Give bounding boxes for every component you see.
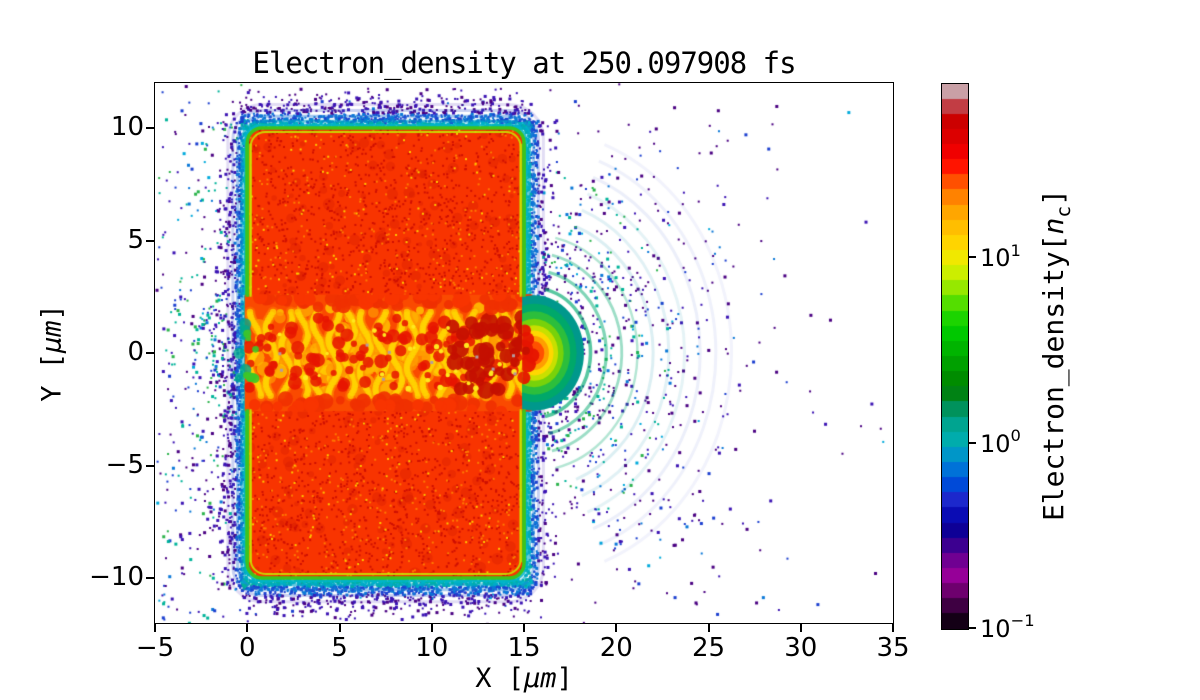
y-tick-mark <box>146 352 154 354</box>
x-tick-label: −5 <box>135 633 175 663</box>
y-tick-mark <box>146 577 154 579</box>
x-tick-mark <box>430 624 433 632</box>
x-tick-mark <box>615 624 618 632</box>
colorbar-tick-label: 101 <box>980 240 1021 273</box>
y-tick-label: −5 <box>105 449 144 480</box>
x-tick-label: 35 <box>876 633 910 663</box>
colorbar-canvas <box>942 84 968 629</box>
x-tick-label: 30 <box>784 633 818 663</box>
colorbar-tick-mark <box>969 256 976 259</box>
x-tick-mark <box>246 624 249 632</box>
x-tick-mark <box>892 624 894 632</box>
plot-area <box>154 82 894 624</box>
x-tick-label: 20 <box>599 633 633 663</box>
x-tick-mark <box>707 624 710 632</box>
x-tick-mark <box>338 624 341 632</box>
x-tick-label: 10 <box>415 633 449 663</box>
x-tick-label: 15 <box>507 633 541 663</box>
x-tick-mark <box>154 624 156 632</box>
chart-title: Electron_density at 250.097908 fs <box>252 46 796 80</box>
y-tick-mark <box>146 464 154 467</box>
colorbar-tick-mark <box>969 627 976 629</box>
colorbar <box>941 83 969 630</box>
x-tick-label: 0 <box>238 633 256 663</box>
x-tick-label: 5 <box>331 633 348 663</box>
x-axis-unit: μm <box>524 663 557 694</box>
colorbar-label: Electron_density[nc] <box>1037 188 1075 522</box>
y-tick-label: 10 <box>110 111 144 142</box>
y-tick-label: −10 <box>89 561 144 592</box>
x-axis-label: X [μm] <box>475 663 573 694</box>
colorbar-tick-mark <box>969 441 976 444</box>
y-tick-label: 5 <box>127 224 144 255</box>
colorbar-tick-label: 100 <box>980 425 1021 458</box>
colorbar-tick-label: 10−1 <box>980 611 1035 643</box>
y-tick-mark <box>146 127 154 129</box>
y-tick-label: 0 <box>127 336 144 367</box>
x-tick-mark <box>523 624 525 632</box>
x-tick-label: 25 <box>691 633 726 663</box>
y-tick-mark <box>146 239 154 242</box>
density-heatmap-canvas <box>155 83 893 623</box>
x-tick-mark <box>799 624 802 632</box>
